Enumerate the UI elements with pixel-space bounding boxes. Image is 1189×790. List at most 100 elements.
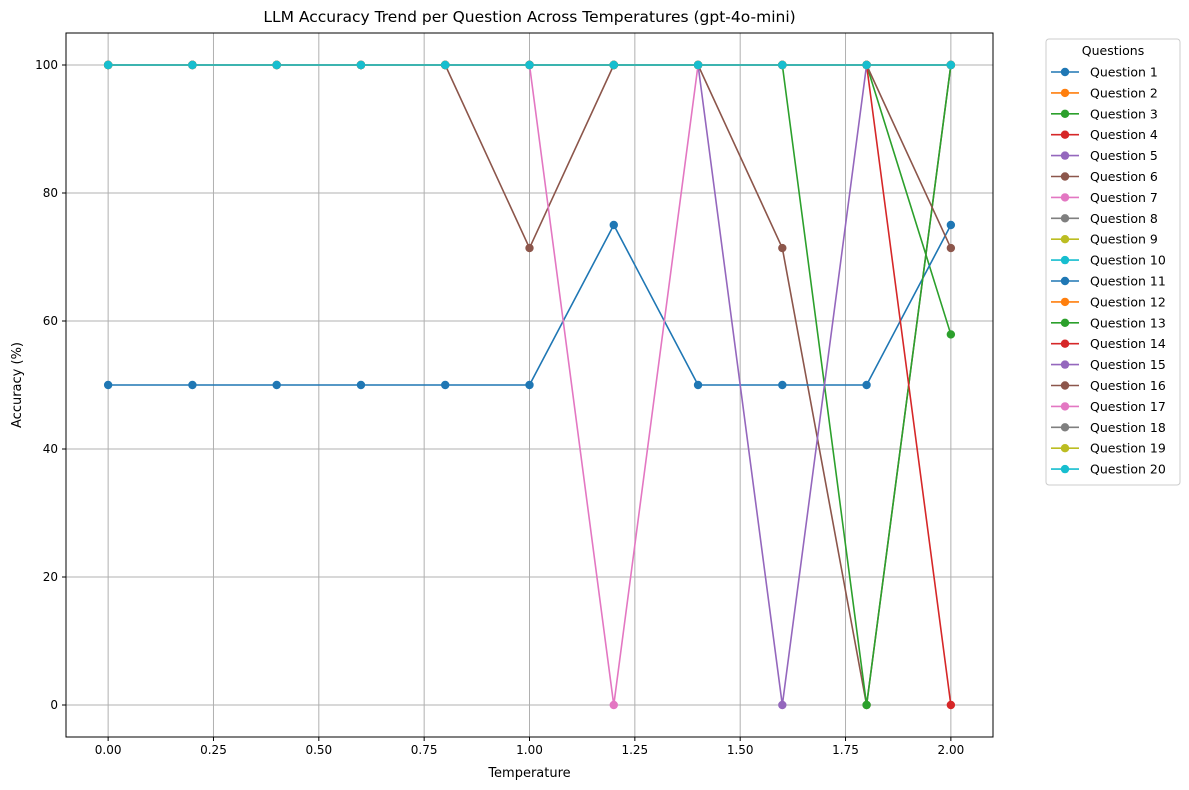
- legend-marker: [1060, 235, 1070, 244]
- legend-label: Question 8: [1090, 211, 1158, 226]
- legend-marker: [1060, 402, 1070, 411]
- series-11: [103, 220, 956, 390]
- data-point: [356, 60, 366, 70]
- data-point: [778, 243, 787, 253]
- data-point: [525, 380, 534, 390]
- x-tick-label: 2.00: [938, 743, 965, 757]
- data-point: [946, 243, 956, 253]
- data-point: [946, 330, 956, 339]
- legend-marker: [1060, 464, 1070, 474]
- legend-marker: [1060, 423, 1070, 432]
- data-point: [272, 60, 281, 70]
- legend-label: Question 15: [1090, 357, 1166, 372]
- chart-title: LLM Accuracy Trend per Question Across T…: [263, 8, 795, 26]
- x-axis-title: Temperature: [487, 766, 570, 781]
- data-point: [356, 380, 366, 390]
- legend-marker: [1060, 172, 1070, 181]
- data-point: [525, 60, 534, 70]
- data-point: [778, 380, 787, 390]
- legend-marker: [1060, 276, 1070, 286]
- data-point: [525, 243, 534, 253]
- legend-label: Question 2: [1090, 85, 1158, 100]
- x-tick-label: 1.25: [621, 743, 648, 757]
- legend-item: Question 11: [1051, 274, 1166, 289]
- y-tick-label: 0: [50, 698, 58, 712]
- legend-label: Question 13: [1090, 315, 1166, 330]
- data-point: [778, 700, 787, 710]
- x-tick-label: 0.50: [305, 743, 332, 757]
- legend-item: Question 15: [1051, 357, 1166, 372]
- legend-marker: [1060, 109, 1070, 119]
- data-point: [103, 380, 113, 390]
- data-point: [609, 700, 618, 710]
- data-point: [272, 380, 281, 390]
- legend-item: Question 1: [1051, 65, 1158, 80]
- y-axis-ticks: 0 20 40 60 80 100: [35, 58, 66, 712]
- legend: Questions Question 1 Question 2 Question 3…: [1045, 38, 1181, 486]
- x-axis-ticks: 0.00 0.25 0.50 0.75 1.00 1.25 1.50 1.75 2.00: [95, 737, 964, 757]
- legend-marker: [1060, 214, 1070, 223]
- data-point: [609, 60, 618, 70]
- legend-label: Question 17: [1090, 399, 1166, 414]
- legend-marker: [1060, 360, 1070, 369]
- legend-item: Question 8: [1051, 211, 1158, 226]
- legend-label: Question 16: [1090, 378, 1166, 393]
- legend-marker: [1060, 193, 1070, 202]
- series-20: [103, 60, 956, 70]
- legend-items: Question 1 Question 2 Question 3 Question 4…: [1051, 65, 1166, 477]
- legend-marker: [1060, 130, 1070, 139]
- data-point: [441, 60, 450, 70]
- legend-label: Question 11: [1090, 274, 1166, 289]
- legend-title: Questions: [1082, 43, 1144, 58]
- x-tick-label: 0.25: [200, 743, 227, 757]
- legend-label: Question 10: [1090, 253, 1166, 268]
- data-point: [188, 60, 197, 70]
- data-point: [693, 380, 703, 390]
- legend-item: Question 16: [1051, 378, 1166, 393]
- y-tick-label: 40: [43, 442, 58, 456]
- legend-marker: [1060, 88, 1070, 98]
- data-point: [946, 220, 956, 230]
- legend-label: Question 6: [1090, 169, 1158, 184]
- x-tick-label: 0.00: [95, 743, 122, 757]
- legend-label: Question 7: [1090, 190, 1158, 205]
- legend-item: Question 5: [1051, 148, 1158, 163]
- legend-label: Question 20: [1090, 462, 1166, 477]
- legend-item: Question 2: [1051, 85, 1158, 100]
- data-point: [441, 380, 450, 390]
- legend-label: Question 5: [1090, 148, 1158, 163]
- y-tick-label: 20: [43, 570, 58, 584]
- legend-marker: [1060, 151, 1070, 160]
- legend-item: Question 20: [1051, 462, 1166, 477]
- legend-marker: [1060, 297, 1070, 307]
- legend-item: Question 17: [1051, 399, 1166, 414]
- x-tick-label: 1.50: [727, 743, 754, 757]
- legend-label: Question 3: [1090, 106, 1158, 121]
- data-point: [103, 60, 113, 70]
- data-point: [778, 60, 787, 70]
- data-point: [862, 380, 871, 390]
- y-tick-label: 60: [43, 314, 58, 328]
- data-point: [188, 380, 197, 390]
- legend-item: Question 9: [1051, 232, 1158, 247]
- data-point: [862, 700, 871, 710]
- data-point: [609, 220, 618, 230]
- y-tick-label: 100: [35, 58, 58, 72]
- x-tick-label: 0.75: [411, 743, 438, 757]
- legend-marker: [1060, 381, 1070, 390]
- data-point: [946, 60, 956, 70]
- legend-marker: [1060, 339, 1070, 348]
- legend-item: Question 3: [1051, 106, 1158, 121]
- x-tick-label: 1.75: [832, 743, 859, 757]
- legend-marker: [1060, 255, 1070, 265]
- series-layer: [103, 60, 956, 710]
- legend-label: Question 9: [1090, 232, 1158, 247]
- legend-item: Question 7: [1051, 190, 1158, 205]
- legend-marker: [1060, 67, 1070, 77]
- y-tick-label: 80: [43, 186, 58, 200]
- legend-item: Question 14: [1051, 336, 1166, 351]
- legend-label: Question 14: [1090, 336, 1166, 351]
- legend-item: Question 10: [1051, 253, 1166, 268]
- legend-item: Question 18: [1051, 420, 1166, 435]
